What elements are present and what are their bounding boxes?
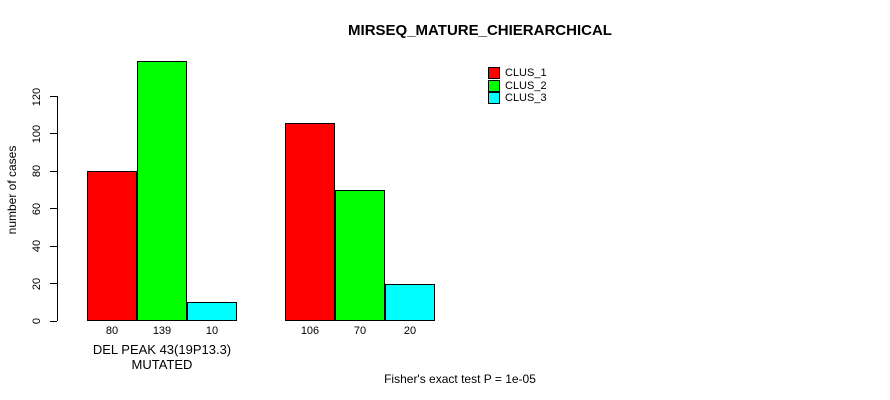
bar-clus_2-group2 (335, 190, 385, 321)
bar-value-label: 10 (205, 325, 219, 337)
y-axis-line (57, 96, 58, 321)
y-tick-label: 20 (31, 277, 43, 290)
y-tick-mark (50, 245, 57, 247)
bar-clus_1-group2 (285, 122, 335, 321)
bar-value-label: 80 (105, 325, 119, 337)
y-tick-mark (50, 320, 57, 322)
y-tick-mark (50, 208, 57, 210)
bar-clus_1-group1 (87, 171, 137, 321)
y-tick-mark (50, 170, 57, 172)
y-tick-label: 40 (31, 240, 43, 253)
y-tick-mark (50, 133, 57, 135)
legend-swatch-icon (488, 67, 500, 79)
legend-label: CLUS_3 (505, 92, 547, 105)
y-tick-label: 100 (31, 124, 43, 144)
bar-value-label: 139 (152, 325, 172, 337)
legend-swatch-icon (488, 79, 500, 92)
legend-label: CLUS_1 (505, 67, 547, 79)
y-tick-label: 120 (31, 87, 43, 106)
bar-clus_3-group1 (187, 302, 237, 321)
bar-value-label: 70 (353, 325, 367, 337)
y-tick-mark (50, 96, 57, 97)
y-axis-title: number of cases (5, 145, 19, 235)
x-axis-group-label: DEL PEAK 43(19P13.3) MUTATED (92, 342, 232, 372)
bar-value-label: 20 (403, 325, 417, 337)
page-title: MIRSEQ_MATURE_CHIERARCHICAL (348, 22, 612, 39)
legend-label: CLUS_2 (505, 79, 547, 92)
y-tick-label: 60 (31, 202, 43, 215)
bar-value-label: 106 (300, 325, 320, 337)
y-tick-label: 80 (31, 165, 43, 178)
bar-clus_2-group1 (137, 60, 187, 321)
legend-swatch-icon (488, 92, 500, 105)
y-tick-mark (50, 283, 57, 285)
y-tick-label: 0 (31, 317, 43, 325)
bar-clus_3-group2 (385, 283, 435, 321)
fisher-test-annotation: Fisher's exact test P = 1e-05 (384, 372, 536, 386)
